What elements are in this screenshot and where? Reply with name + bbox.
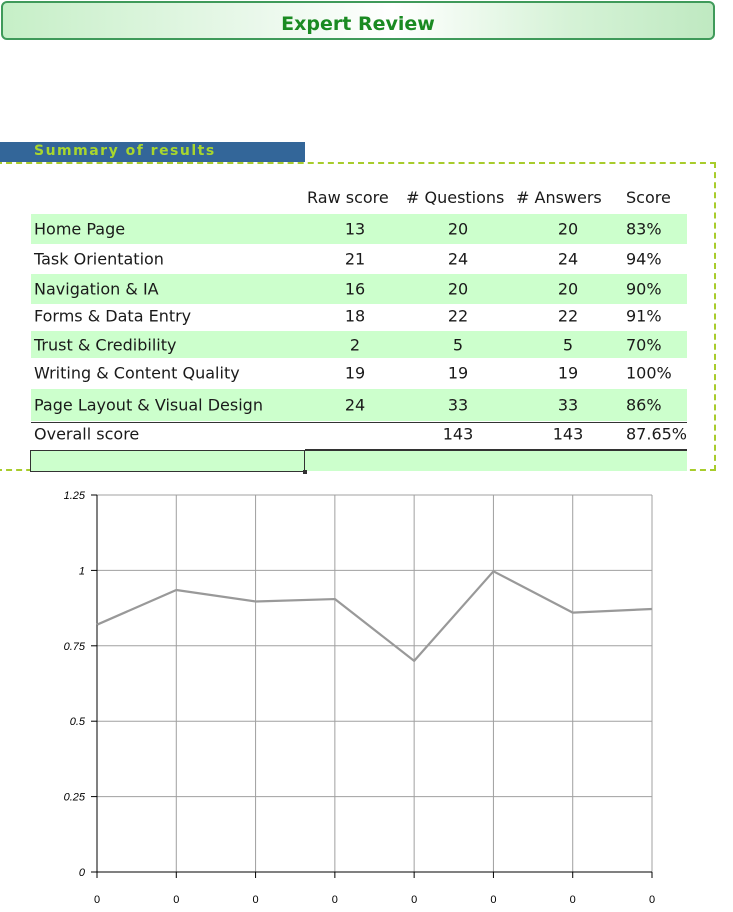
row-label: Forms & Data Entry [34, 306, 192, 326]
row-answers: 22 [557, 306, 579, 326]
header-raw-score: Raw score [307, 188, 389, 207]
row-raw-score: 2 [349, 335, 361, 354]
row-label: Trust & Credibility [34, 335, 177, 354]
row-answers: 5 [562, 335, 574, 354]
row-questions: 33 [447, 395, 469, 415]
section-header: Summary of results [0, 142, 305, 162]
overall-row: Overall score 143 143 87.65% [31, 423, 687, 445]
row-questions: 20 [447, 279, 469, 299]
table-row: Task Orientation 21 24 24 94% [31, 244, 687, 274]
chart-grid [96, 494, 653, 873]
chart-line [96, 570, 653, 662]
x-tick-label: 0 [173, 894, 179, 906]
row-raw-score: 13 [344, 219, 366, 239]
overall-score: 87.65% [626, 424, 688, 444]
row-questions: 19 [447, 363, 469, 383]
bottom-divider [305, 449, 687, 451]
row-score: 83% [626, 219, 662, 239]
row-answers: 19 [557, 363, 579, 383]
title-bar: Expert Review [1, 1, 715, 40]
series-line [96, 570, 653, 662]
row-score: 91% [626, 306, 662, 326]
row-raw-score: 19 [344, 363, 366, 383]
table-row: Navigation & IA 16 20 20 90% [31, 274, 687, 304]
x-tick-label: 0 [94, 894, 100, 906]
overall-label: Overall score [34, 424, 140, 444]
y-tick-label: 0.75 [64, 641, 86, 653]
score-line-chart: 0 0.25 0.5 0.75 1 1.25 0 0 0 0 0 0 0 0 [64, 490, 655, 906]
x-tick-label: 0 [490, 894, 496, 906]
overall-questions: 143 [442, 424, 474, 444]
y-tick-label: 1 [79, 565, 85, 577]
table-row: Page Layout & Visual Design 24 33 33 86% [31, 389, 687, 421]
header-answers: # Answers [516, 188, 602, 207]
row-answers: 20 [557, 279, 579, 299]
x-tick-label: 0 [332, 894, 338, 906]
row-questions: 22 [447, 306, 469, 326]
row-questions: 24 [447, 249, 469, 269]
x-tick-label: 0 [570, 894, 576, 906]
row-answers: 33 [557, 395, 579, 415]
row-answers: 20 [557, 219, 579, 239]
row-label: Writing & Content Quality [34, 363, 240, 383]
chart-labels: 0 0.25 0.5 0.75 1 1.25 0 0 0 0 0 0 0 0 [64, 490, 655, 906]
row-label: Navigation & IA [34, 279, 159, 299]
header-questions: # Questions [406, 188, 505, 207]
chart-axes [91, 494, 653, 878]
row-raw-score: 24 [344, 395, 366, 415]
row-questions: 5 [452, 335, 464, 354]
y-tick-label: 1.25 [64, 490, 86, 502]
row-raw-score: 18 [344, 306, 366, 326]
selected-cell[interactable] [30, 450, 307, 474]
row-score: 90% [626, 279, 662, 299]
table-row: Forms & Data Entry 18 22 22 91% [31, 304, 687, 328]
section-title: Summary of results [34, 143, 216, 159]
fill-handle[interactable] [303, 470, 307, 474]
row-questions: 20 [447, 219, 469, 239]
x-tick-label: 0 [411, 894, 417, 906]
row-label: Home Page [34, 219, 126, 239]
empty-row-cells[interactable] [305, 451, 687, 471]
table-row: Home Page 13 20 20 83% [31, 214, 687, 244]
row-label: Task Orientation [34, 249, 164, 269]
row-score: 100% [626, 363, 672, 383]
row-label: Page Layout & Visual Design [34, 395, 263, 415]
row-answers: 24 [557, 249, 579, 269]
x-tick-label: 0 [253, 894, 259, 906]
row-score: 94% [626, 249, 662, 269]
row-score: 86% [626, 395, 662, 415]
y-tick-label: 0.5 [70, 716, 86, 728]
row-raw-score: 16 [344, 279, 366, 299]
overall-divider [31, 422, 687, 423]
row-raw-score: 21 [344, 249, 366, 269]
page-title: Expert Review [281, 13, 435, 35]
x-tick-label: 0 [649, 894, 655, 906]
header-score: Score [626, 188, 671, 207]
table-row: Trust & Credibility 2 5 5 70% [31, 331, 687, 358]
y-tick-label: 0 [79, 867, 86, 879]
table-row: Writing & Content Quality 19 19 19 100% [31, 358, 687, 388]
y-tick-label: 0.25 [64, 792, 86, 804]
row-score: 70% [626, 335, 662, 354]
overall-answers: 143 [552, 424, 584, 444]
